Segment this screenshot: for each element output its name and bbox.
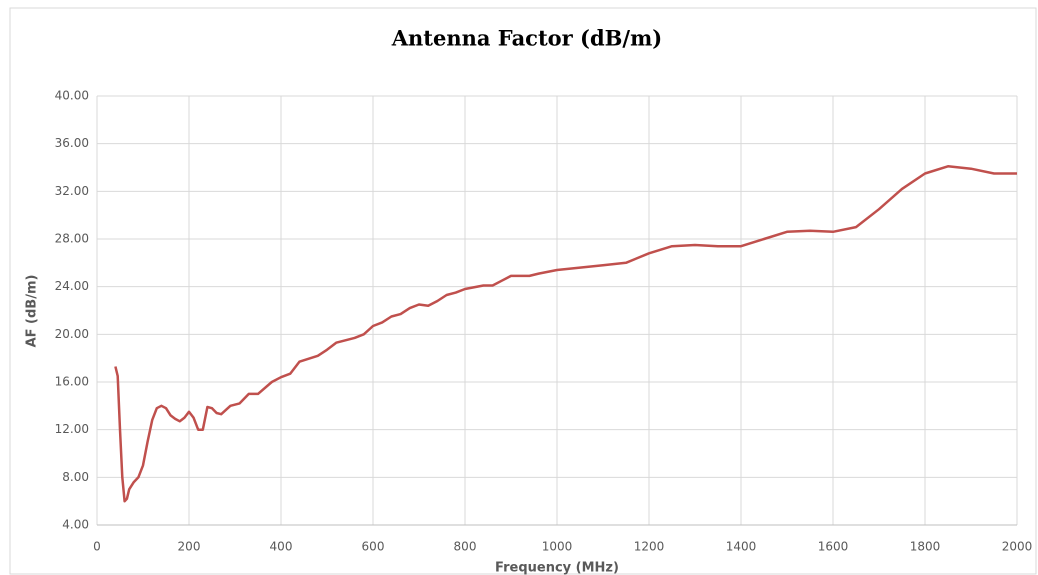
y-tick-label: 36.00 bbox=[55, 136, 89, 150]
x-tick-label: 400 bbox=[270, 540, 293, 554]
x-tick-label: 2000 bbox=[1002, 540, 1033, 554]
x-tick-label: 1800 bbox=[910, 540, 941, 554]
y-tick-label: 8.00 bbox=[62, 470, 89, 484]
x-tick-label: 1400 bbox=[726, 540, 757, 554]
y-tick-label: 16.00 bbox=[55, 375, 89, 389]
x-tick-label: 800 bbox=[454, 540, 477, 554]
chart-frame bbox=[9, 7, 1037, 575]
y-tick-label: 32.00 bbox=[55, 184, 89, 198]
y-tick-label: 24.00 bbox=[55, 279, 89, 293]
x-tick-label: 600 bbox=[362, 540, 385, 554]
chart-title: Antenna Factor (dB/m) bbox=[391, 26, 663, 51]
x-tick-label: 1000 bbox=[542, 540, 573, 554]
y-tick-label: 4.00 bbox=[62, 518, 89, 532]
y-tick-label: 40.00 bbox=[55, 89, 89, 103]
x-tick-label: 1600 bbox=[818, 540, 849, 554]
y-tick-label: 20.00 bbox=[55, 327, 89, 341]
x-tick-label: 200 bbox=[178, 540, 201, 554]
x-tick-label: 0 bbox=[93, 540, 101, 554]
y-tick-label: 28.00 bbox=[55, 232, 89, 246]
data-line bbox=[114, 165, 1017, 503]
x-axis-label: Frequency (MHz) bbox=[495, 561, 619, 575]
x-tick-label: 1200 bbox=[634, 540, 665, 554]
y-axis-label: AF (dB/m) bbox=[25, 275, 40, 348]
y-tick-label: 12.00 bbox=[55, 422, 89, 436]
